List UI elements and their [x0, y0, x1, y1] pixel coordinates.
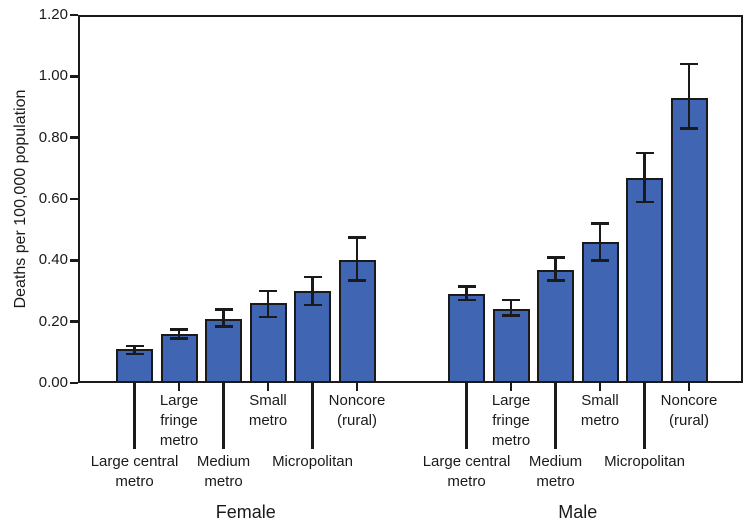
y-axis-tick	[70, 75, 78, 78]
error-bar-cap-bottom	[170, 337, 188, 340]
y-axis-tick-label: 0.80	[38, 128, 68, 146]
category-label: Small metro	[580, 392, 620, 429]
error-bar-line	[598, 223, 602, 261]
y-axis-tick-label: 0.20	[38, 312, 68, 330]
error-bar-line	[509, 300, 513, 316]
category-label: Noncore (rural)	[660, 392, 718, 429]
error-bar-cap-bottom	[348, 279, 366, 282]
bar-female-4	[249, 303, 287, 383]
error-bar-cap-bottom	[680, 127, 698, 130]
x-axis-tick	[509, 383, 513, 391]
error-bar-line	[311, 277, 314, 305]
y-axis-tick	[70, 197, 78, 201]
error-bar-cap-top	[348, 236, 366, 239]
error-bar-cap-bottom	[502, 314, 520, 317]
error-bar-line	[133, 346, 136, 354]
error-bar-cap-bottom	[259, 315, 277, 319]
y-axis-tick	[70, 136, 78, 139]
y-axis-tick	[70, 13, 78, 17]
category-label: Large central metro	[422, 453, 511, 490]
bar-female-3	[205, 318, 242, 383]
plot-frame	[78, 15, 743, 383]
y-axis-tick-label: 0.40	[38, 251, 68, 269]
bar-male-6	[670, 97, 708, 383]
x-axis-leader-line	[465, 383, 468, 449]
error-bar-cap-top	[170, 328, 188, 331]
category-label: Micropolitan	[604, 453, 685, 470]
y-axis-tick-label: 0.60	[38, 190, 68, 207]
category-label: Medium metro	[528, 453, 583, 490]
error-bar-cap-top	[680, 62, 698, 66]
error-bar-cap-bottom	[125, 352, 144, 356]
x-axis-leader-line	[643, 383, 646, 449]
x-axis-tick	[687, 383, 691, 391]
category-label: Large fringe metro	[491, 392, 531, 449]
error-bar-line	[222, 309, 225, 327]
error-bar-cap-top	[125, 344, 144, 348]
y-axis-tick	[70, 259, 78, 262]
error-bar-line	[687, 64, 691, 129]
error-bar-cap-top	[214, 308, 233, 311]
error-bar-line	[643, 153, 646, 203]
error-bar-line	[465, 286, 468, 301]
x-axis-leader-line	[311, 383, 314, 449]
error-bar-cap-bottom	[214, 325, 233, 328]
y-axis-tick-label: 1.00	[38, 67, 68, 85]
bar-male-4	[581, 241, 619, 383]
error-bar-cap-top	[259, 289, 277, 293]
bar-female-2	[160, 333, 198, 383]
error-bar-cap-top	[591, 222, 609, 225]
x-axis-leader-line	[222, 383, 225, 449]
category-label: Large central metro	[90, 453, 179, 490]
category-label: Micropolitan	[272, 453, 353, 470]
x-axis-tick	[598, 383, 602, 391]
x-axis-tick	[177, 383, 181, 391]
y-axis-tick	[70, 320, 78, 323]
x-axis-leader-line	[554, 383, 557, 449]
y-axis-tick-label: 0.00	[38, 374, 68, 391]
group-label-female: Female	[215, 502, 276, 522]
y-axis-tick	[70, 381, 78, 385]
category-label: Noncore (rural)	[328, 392, 386, 429]
error-bar-cap-top	[635, 151, 654, 155]
error-bar-cap-top	[546, 256, 565, 259]
error-bar-cap-bottom	[635, 200, 654, 204]
error-bar-line	[266, 291, 270, 318]
error-bar-cap-top	[502, 298, 520, 302]
category-label: Small metro	[248, 392, 288, 429]
error-bar-cap-top	[303, 275, 322, 279]
bar-male-1	[448, 294, 485, 383]
bar-male-3	[537, 269, 574, 383]
error-bar-line	[355, 237, 359, 281]
x-axis-leader-line	[133, 383, 136, 449]
error-bar-cap-bottom	[591, 259, 609, 262]
category-label: Medium metro	[196, 453, 251, 490]
bar-male-5	[626, 177, 663, 383]
group-label-male: Male	[558, 502, 598, 522]
x-axis-tick	[266, 383, 270, 391]
y-axis-tick-label: 1.20	[38, 6, 68, 23]
error-bar-cap-bottom	[303, 303, 322, 307]
error-bar-line	[177, 329, 181, 339]
bar-male-2	[492, 309, 530, 383]
category-label: Large fringe metro	[159, 392, 199, 449]
error-bar-cap-bottom	[457, 298, 476, 302]
error-bar-cap-top	[457, 285, 476, 288]
x-axis-tick	[355, 383, 359, 391]
error-bar-cap-bottom	[546, 279, 565, 282]
error-bar-line	[554, 257, 557, 281]
